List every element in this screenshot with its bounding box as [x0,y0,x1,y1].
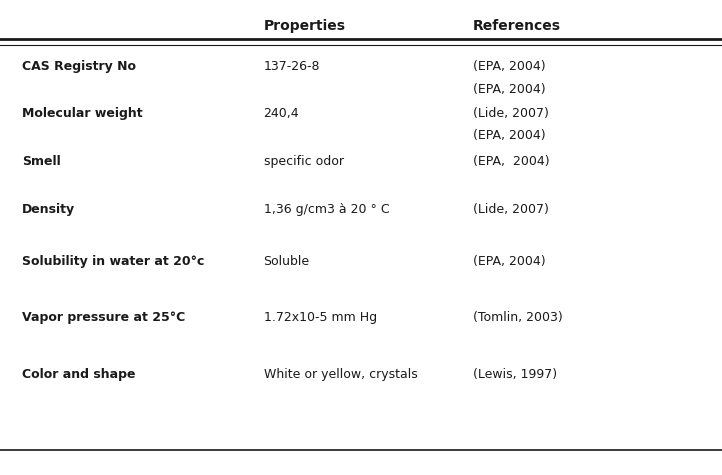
Text: Solubility in water at 20°c: Solubility in water at 20°c [22,255,204,268]
Text: 1.72x10-5 mm Hg: 1.72x10-5 mm Hg [264,311,377,324]
Text: CAS Registry No: CAS Registry No [22,60,136,74]
Text: Molecular weight: Molecular weight [22,106,142,120]
Text: (EPA, 2004): (EPA, 2004) [473,60,546,74]
Text: (Lide, 2007): (Lide, 2007) [473,203,549,217]
Text: (Lewis, 1997): (Lewis, 1997) [473,368,557,381]
Text: (EPA, 2004): (EPA, 2004) [473,129,546,142]
Text: Soluble: Soluble [264,255,310,268]
Text: Properties: Properties [264,19,346,33]
Text: White or yellow, crystals: White or yellow, crystals [264,368,417,381]
Text: (EPA,  2004): (EPA, 2004) [473,154,549,168]
Text: Color and shape: Color and shape [22,368,135,381]
Text: (Tomlin, 2003): (Tomlin, 2003) [473,311,562,324]
Text: (EPA, 2004): (EPA, 2004) [473,83,546,96]
Text: (Lide, 2007): (Lide, 2007) [473,106,549,120]
Text: Vapor pressure at 25°C: Vapor pressure at 25°C [22,311,185,324]
Text: References: References [473,19,561,33]
Text: 137-26-8: 137-26-8 [264,60,320,74]
Text: 1,36 g/cm3 à 20 ° C: 1,36 g/cm3 à 20 ° C [264,203,389,217]
Text: 240,4: 240,4 [264,106,299,120]
Text: specific odor: specific odor [264,154,344,168]
Text: Smell: Smell [22,154,61,168]
Text: Density: Density [22,203,75,217]
Text: (EPA, 2004): (EPA, 2004) [473,255,546,268]
